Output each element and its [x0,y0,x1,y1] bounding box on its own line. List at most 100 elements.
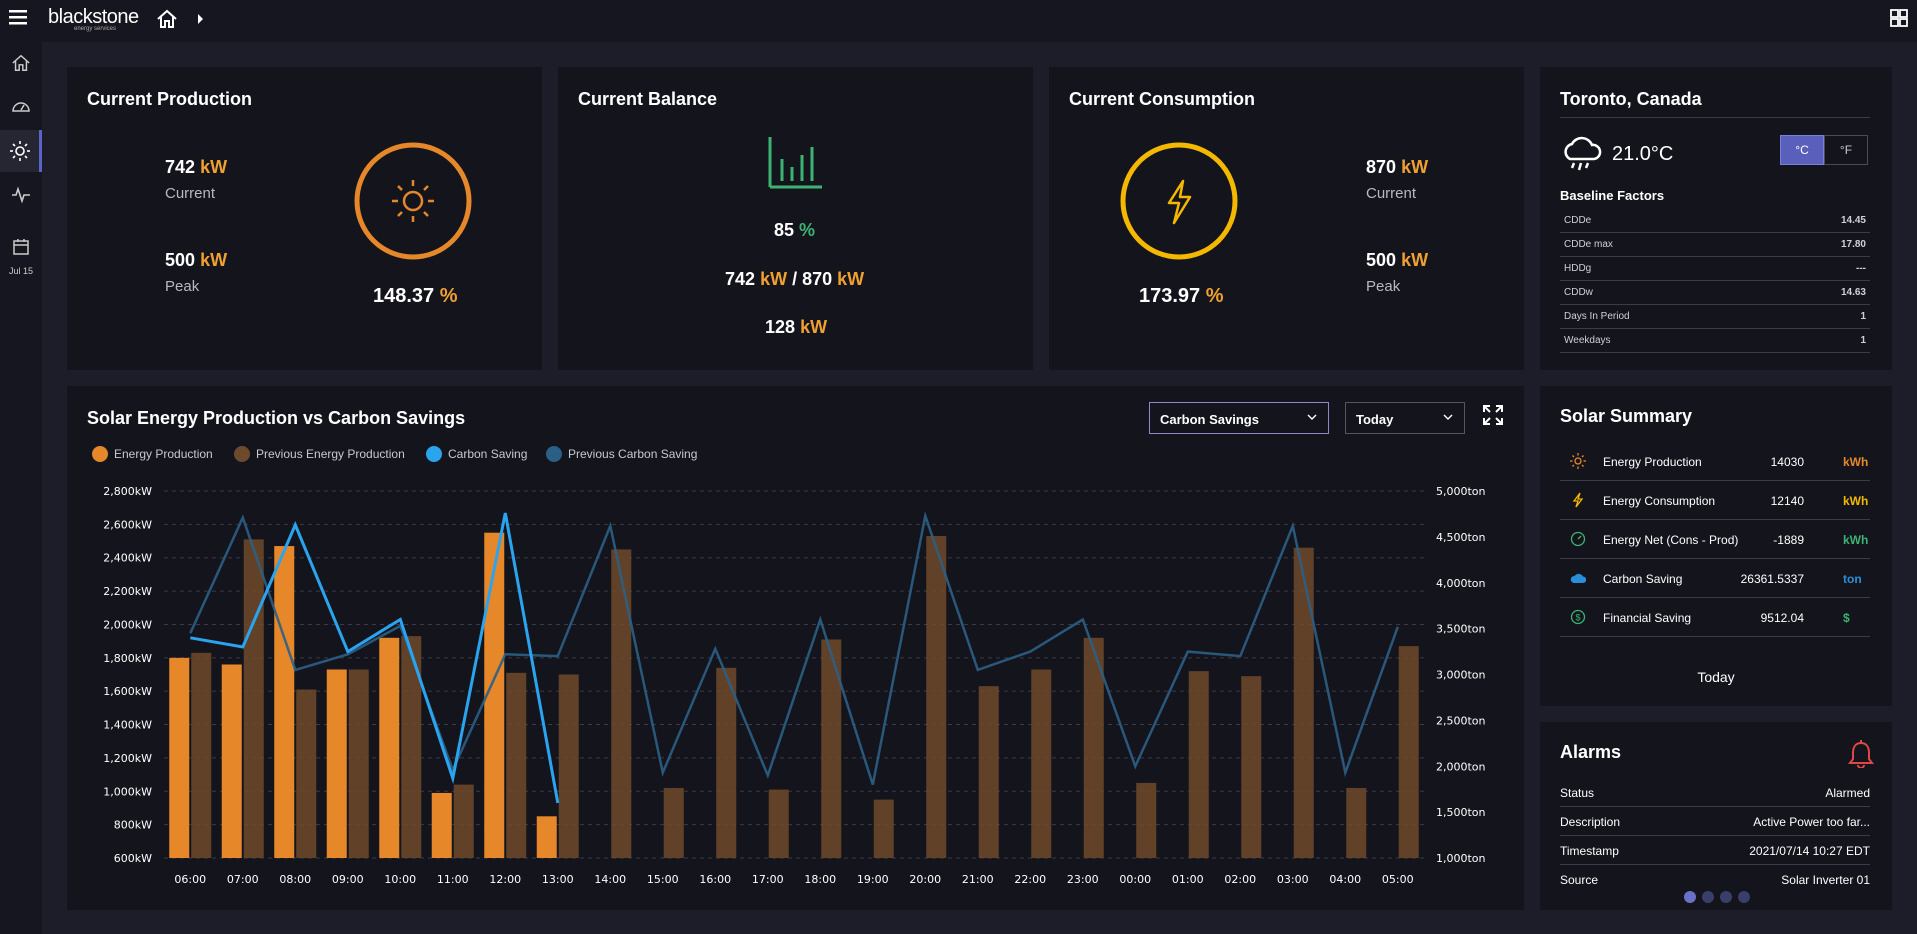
chevron-down-icon [1443,414,1453,420]
bar-energy-production [484,532,505,858]
calendar-icon [13,239,29,255]
summary-value: 12140 [1770,494,1804,508]
factor-label: CDDe [1564,215,1592,226]
production-peak-unit: kW [200,250,228,270]
production-percent-value: 148.37 [373,285,435,307]
bar-previous-energy-production [401,636,422,858]
bar-previous-energy-production [611,549,632,858]
divider [1560,117,1870,118]
balance-net-value: 128 [765,317,796,337]
legend-previous-energy-production[interactable]: Previous Energy Production [234,446,405,462]
x-tick-label: 23:00 [1067,873,1099,886]
x-tick-label: 09:00 [332,873,364,886]
legend-previous-carbon-saving[interactable]: Previous Carbon Saving [546,446,697,462]
sidebar-item-dashboard[interactable] [0,86,42,128]
period-dropdown-value: Today [1356,412,1394,427]
bar-previous-energy-production [453,784,474,858]
y-left-tick-label: 800kW [114,819,152,832]
sidebar-item-calendar[interactable] [0,232,42,262]
production-current-label: Current [165,185,216,202]
legend-energy-production[interactable]: Energy Production [92,446,213,462]
bolt-icon [1167,179,1192,225]
alarm-label: Timestamp [1560,844,1619,858]
x-tick-label: 07:00 [227,873,259,886]
x-tick-label: 15:00 [647,873,679,886]
y-right-tick-label: 2,500ton [1436,714,1486,727]
bell-icon[interactable] [1848,740,1874,768]
pulse-icon [12,186,30,204]
y-left-tick-label: 2,000kW [103,618,152,631]
x-tick-label: 01:00 [1172,873,1204,886]
bar-previous-energy-production [926,536,947,858]
y-right-tick-label: 3,000ton [1436,669,1486,682]
hamburger-menu-icon[interactable] [9,9,27,30]
consumption-percent-value: 173.97 [1139,285,1201,307]
production-ring [354,142,472,260]
pager-dot[interactable] [1738,891,1750,903]
unit-celsius-button[interactable]: °C [1780,135,1824,165]
grid-layout-icon[interactable] [1890,9,1908,32]
line-previous-carbon-saving [189,510,1399,785]
alarm-value: Active Power too far... [1753,815,1870,829]
pager-dot[interactable] [1720,891,1732,903]
summary-unit: kWh [1843,455,1869,469]
legend-swatch [426,446,442,462]
home-icon[interactable] [156,8,178,35]
legend-swatch [234,446,250,462]
x-tick-label: 05:00 [1382,873,1414,886]
summary-unit: kWh [1843,494,1869,508]
alarm-value: Alarmed [1825,786,1870,800]
consumption-current-unit: kW [1401,157,1429,177]
factor-value: 1 [1860,311,1866,322]
gauge-icon [1570,531,1586,547]
bar-energy-production [326,669,347,858]
y-left-tick-label: 2,400kW [103,552,152,565]
bar-energy-production [431,792,452,858]
y-right-tick-label: 4,500ton [1436,531,1486,544]
temperature: 21.0°C [1612,143,1674,165]
y-right-tick-label: 4,000ton [1436,577,1486,590]
bar-previous-energy-production [1031,669,1052,858]
sidebar-item-home[interactable] [0,42,42,84]
legend-swatch [92,446,108,462]
production-peak: 500 kW [165,250,227,271]
bar-previous-energy-production [191,652,212,858]
legend-label: Carbon Saving [448,447,528,461]
sidebar: Jul 15 [0,42,42,934]
unit-fahrenheit-button[interactable]: °F [1824,135,1868,165]
gauge-icon [12,102,30,112]
brand-logo: blackstone [48,6,139,28]
bar-previous-energy-production [243,539,264,858]
consumption-peak-label: Peak [1366,278,1401,295]
bar-previous-energy-production [716,667,737,858]
factor-label: CDDe max [1564,239,1613,250]
pager-dot-active[interactable] [1684,891,1696,903]
alarm-value: Solar Inverter 01 [1781,873,1870,887]
bar-chart-icon [768,137,822,189]
pager-dot[interactable] [1702,891,1714,903]
sidebar-item-activity[interactable] [0,174,42,216]
metric-dropdown[interactable]: Carbon Savings [1149,402,1329,434]
production-current: 742 kW [165,157,227,178]
summary-label: Financial Saving [1603,611,1692,625]
solar-summary-title: Solar Summary [1560,406,1693,426]
solar-summary-period[interactable]: Today [1697,669,1735,685]
summary-label: Carbon Saving [1603,572,1683,586]
breadcrumb-chevron-icon[interactable] [196,12,206,31]
production-panel: Current Production 742 kW Current 500 kW… [67,67,542,370]
weather-panel: Toronto, Canada 21.0°C °C °F Baseline Fa… [1540,67,1892,370]
alarm-row: Timestamp 2021/07/14 10:27 EDT [1560,836,1870,865]
legend-carbon-saving[interactable]: Carbon Saving [426,446,527,462]
period-dropdown[interactable]: Today [1345,402,1465,434]
consumption-title: Current Consumption [1069,89,1255,109]
summary-row: Energy Production 14030 kWh [1560,442,1870,481]
alarm-label: Description [1560,815,1621,829]
legend-label: Energy Production [114,447,213,461]
consumption-current-value: 870 [1366,157,1397,177]
x-tick-label: 17:00 [752,873,784,886]
solar-summary-panel: Solar Summary Energy Production 14030 kWh E… [1540,386,1892,706]
expand-icon[interactable] [1482,404,1504,426]
factor-row: CDDe max 17.80 [1560,233,1870,257]
y-left-tick-label: 1,600kW [103,685,152,698]
sidebar-item-solar[interactable] [0,130,42,172]
